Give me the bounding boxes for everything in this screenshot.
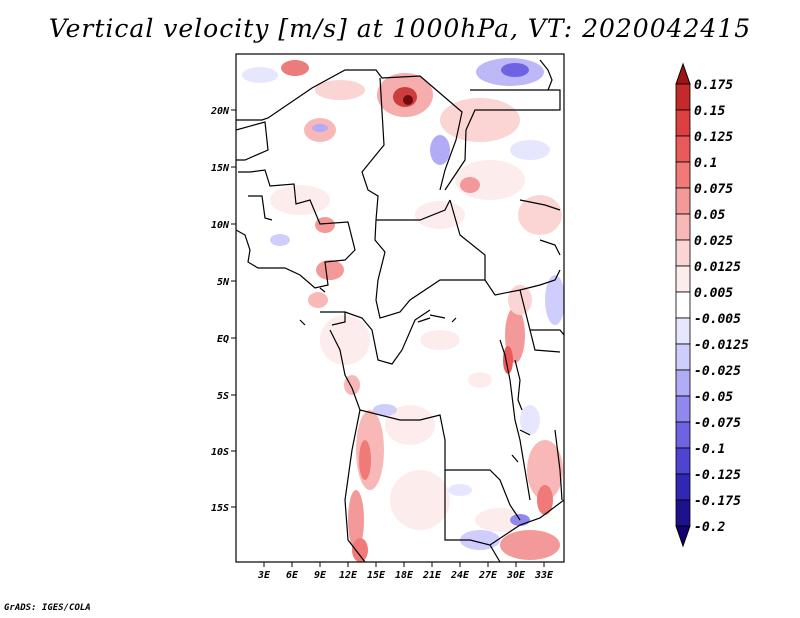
colorbar-label: 0.175: [694, 78, 733, 93]
lon-tick-12e: 12E: [339, 562, 358, 581]
colorbar-label: -0.075: [694, 416, 741, 431]
colorbar-label: 0.05: [694, 208, 725, 223]
colorbar-label: -0.0125: [694, 338, 749, 353]
latitude-axis: 20N 15N 10N 5N EQ 5S 10S 15S: [210, 106, 236, 514]
colorbar-swatch: [675, 109, 691, 137]
colorbar-swatch: [675, 447, 691, 475]
lat-label: 20N: [210, 106, 230, 117]
map-title: Vertical velocity [m/s] at 1000hPa, VT: …: [48, 14, 752, 43]
colorbar-label: 0.075: [694, 182, 733, 197]
credit-text: GrADS: IGES/COLA: [4, 603, 91, 613]
lat-tick-5n: 5N: [217, 277, 236, 288]
lat-label: 15S: [211, 503, 229, 514]
lon-label: 9E: [314, 570, 327, 581]
colorbar-top-arrow: [675, 62, 691, 85]
colorbar-label: -0.125: [694, 468, 741, 483]
lon-label: 24E: [450, 570, 470, 581]
lat-label: 5N: [217, 277, 230, 288]
colorbar-label: -0.1: [694, 442, 725, 457]
lon-tick-27e: 27E: [478, 562, 498, 581]
colorbar-label: 0.0125: [694, 260, 741, 275]
lat-tick-15n: 15N: [211, 163, 236, 174]
lon-label: 6E: [286, 570, 299, 581]
lon-label: 30E: [506, 570, 526, 581]
lon-label: 33E: [534, 570, 554, 581]
lat-label: 10N: [211, 220, 230, 231]
lat-tick-15s: 15S: [211, 503, 236, 514]
colorbar-label: -0.05: [694, 390, 733, 405]
lon-tick-3e: 3E: [257, 562, 271, 581]
longitude-axis: 3E 6E 9E 12E 15E 18E 21E 24E 27E 30E 33E: [257, 562, 554, 581]
lon-tick-9e: 9E: [314, 562, 327, 581]
lon-label: 18E: [395, 570, 414, 581]
colorbar-swatch: [675, 395, 691, 423]
colorbar-label: 0.1: [694, 156, 717, 171]
lon-tick-18e: 18E: [395, 562, 414, 581]
lat-tick-10s: 10S: [211, 447, 236, 458]
lat-tick-eq: EQ: [217, 334, 236, 345]
lat-tick-5s: 5S: [217, 391, 236, 402]
lat-tick-20n: 20N: [210, 106, 236, 117]
lon-tick-24e: 24E: [450, 562, 470, 581]
colorbar-swatch: [675, 187, 691, 215]
lat-tick-10n: 10N: [211, 220, 236, 231]
colorbar-bottom-arrow: [675, 525, 691, 548]
colorbar-swatch: [675, 343, 691, 371]
lat-label: EQ: [217, 334, 229, 345]
lon-label: 27E: [478, 570, 498, 581]
colorbar-label: 0.005: [694, 286, 733, 301]
colorbar-swatch: [675, 135, 691, 163]
colorbar-swatch: [675, 265, 691, 293]
lon-tick-33e: 33E: [534, 562, 554, 581]
colorbar-swatch: [675, 421, 691, 449]
colorbar-label: -0.005: [694, 312, 741, 327]
lon-label: 21E: [422, 570, 442, 581]
velocity-field: [236, 54, 564, 562]
colorbar-swatch: [675, 369, 691, 397]
colorbar-swatch: [675, 499, 691, 527]
lon-tick-15e: 15E: [367, 562, 386, 581]
colorbar-swatch: [675, 317, 691, 345]
colorbar-label: 0.025: [694, 234, 733, 249]
map-frame: [235, 53, 565, 563]
country-borders: [236, 59, 564, 562]
lat-label: 15N: [211, 163, 230, 174]
colorbar-label: 0.15: [694, 104, 725, 119]
colorbar: 0.175 0.15 0.125 0.1 0.075 0.05 0.025 0.0125 0.0…: [675, 62, 749, 548]
colorbar-label: -0.2: [694, 520, 725, 535]
lat-label: 5S: [217, 391, 229, 402]
colorbar-swatch: [675, 83, 691, 111]
colorbar-swatch: [675, 473, 691, 501]
lon-tick-6e: 6E: [286, 562, 299, 581]
colorbar-label: -0.025: [694, 364, 741, 379]
colorbar-swatch: [675, 161, 691, 189]
lon-label: 12E: [339, 570, 358, 581]
colorbar-label: 0.125: [694, 130, 733, 145]
lon-label: 3E: [257, 570, 271, 581]
colorbar-swatch: [675, 291, 691, 319]
colorbar-swatch: [675, 239, 691, 267]
lat-label: 10S: [211, 447, 229, 458]
lon-tick-30e: 30E: [506, 562, 526, 581]
lon-tick-21e: 21E: [422, 562, 442, 581]
colorbar-label: -0.175: [694, 494, 741, 509]
colorbar-swatch: [675, 213, 691, 241]
lon-label: 15E: [367, 570, 386, 581]
